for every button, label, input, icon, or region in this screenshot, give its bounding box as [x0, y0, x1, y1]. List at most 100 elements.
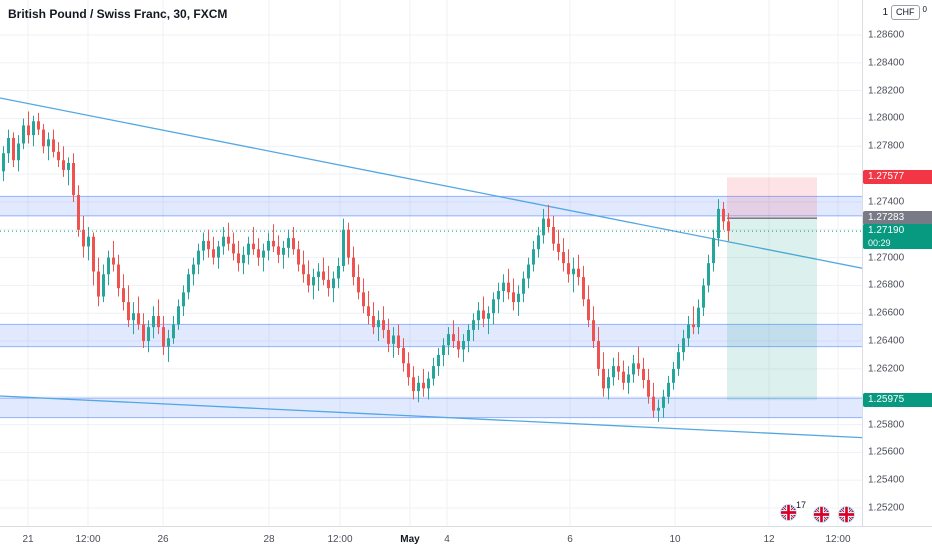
- candle-body: [717, 208, 720, 239]
- price-tick-label: 1.25400: [868, 474, 905, 486]
- gb-flag-icon[interactable]: [838, 506, 855, 523]
- candle-body: [437, 354, 440, 367]
- candle-body: [657, 407, 660, 411]
- candle-body: [562, 252, 565, 264]
- candle-body: [102, 274, 105, 297]
- candle-body: [47, 139, 50, 147]
- candle-body: [327, 279, 330, 289]
- symbol-title: British Pound / Swiss Franc, 30, FXCM: [8, 7, 228, 21]
- time-tick-label: May: [400, 534, 420, 545]
- time-axis[interactable]: 21 12:00 26 28 12:00 May 4 6 10 12 12:00: [0, 526, 932, 550]
- candle-body: [697, 307, 700, 328]
- last-price-value: 1.27190: [868, 225, 905, 237]
- candle-body: [642, 368, 645, 381]
- candle-body: [152, 316, 155, 328]
- candle-body: [337, 265, 340, 279]
- candle-body: [597, 341, 600, 369]
- candle-body: [62, 160, 65, 170]
- candle-body: [57, 151, 60, 161]
- trendline[interactable]: [0, 395, 932, 441]
- candle-body: [92, 236, 95, 272]
- candle-body: [32, 121, 35, 136]
- candle-body: [112, 257, 115, 265]
- last-price-label: 1.27190 00:29: [863, 224, 932, 250]
- candle-body: [257, 249, 260, 258]
- candle-body: [242, 254, 245, 264]
- candle-body: [672, 368, 675, 383]
- candle-body: [537, 235, 540, 250]
- candle-body: [702, 285, 705, 308]
- candle-body: [177, 306, 180, 325]
- candle-body: [467, 329, 470, 342]
- candle-body: [347, 229, 350, 258]
- candle-body: [547, 218, 550, 227]
- candle-body: [667, 382, 670, 397]
- candle-body: [162, 327, 165, 347]
- candle-body: [487, 313, 490, 319]
- price-tick-label: 1.27000: [868, 252, 905, 264]
- price-tick-label: 1.26400: [868, 335, 905, 347]
- entry-price-label: 1.27283: [863, 211, 932, 226]
- axis-header-superscript: 0: [922, 5, 927, 14]
- candle-body: [497, 290, 500, 300]
- candle-body: [262, 250, 265, 258]
- candle-body: [172, 324, 175, 339]
- candle-body: [507, 282, 510, 293]
- gb-flag-icon[interactable]: [813, 506, 830, 523]
- trendline[interactable]: [0, 97, 932, 282]
- candle-body: [517, 293, 520, 303]
- candle-body: [197, 250, 200, 265]
- candle-body: [407, 363, 410, 378]
- candle-body: [417, 382, 420, 392]
- stop-zone: [727, 177, 817, 219]
- candle-body: [682, 338, 685, 353]
- time-tick-label: 4: [444, 534, 450, 545]
- time-tick-label: 12:00: [327, 534, 353, 545]
- candle-body: [567, 263, 570, 275]
- candle-body: [502, 282, 505, 291]
- time-tick-label: 10: [669, 534, 681, 545]
- price-tick-label: 1.26800: [868, 279, 905, 291]
- candle-body: [107, 257, 110, 275]
- candle-body: [352, 257, 355, 278]
- candle-body: [297, 249, 300, 265]
- gb-flag-icon[interactable]: [780, 504, 797, 521]
- candle-body: [7, 137, 10, 154]
- candle-body: [247, 243, 250, 255]
- candle-body: [677, 352, 680, 369]
- short-position-tool[interactable]: [727, 177, 817, 401]
- candle-body: [447, 334, 450, 346]
- price-zone[interactable]: [0, 397, 862, 419]
- candle-body: [592, 320, 595, 342]
- candle-body: [477, 310, 480, 321]
- candle-body: [692, 324, 695, 328]
- candle-body: [557, 243, 560, 253]
- candle-body: [402, 348, 405, 364]
- candle-body: [17, 143, 20, 161]
- candle-body: [472, 320, 475, 330]
- profit-zone: [727, 218, 817, 401]
- candle-body: [392, 335, 395, 344]
- candle-body: [372, 316, 375, 328]
- target-price-label: 1.25975: [863, 393, 932, 408]
- time-tick-label: 12:00: [825, 534, 851, 545]
- candle-body: [492, 299, 495, 314]
- candle-body: [512, 292, 515, 303]
- candle-body: [522, 278, 525, 294]
- candle-body: [607, 377, 610, 389]
- candle-body: [647, 380, 650, 397]
- price-tick-label: 1.27800: [868, 140, 905, 152]
- time-tick-label: 26: [157, 534, 169, 545]
- price-tick-label: 1.28000: [868, 112, 905, 124]
- price-axis-header[interactable]: 1 CHF 0: [882, 5, 927, 20]
- candle-body: [117, 264, 120, 289]
- candle-body: [712, 238, 715, 264]
- candle-body: [2, 153, 5, 172]
- price-axis[interactable]: 1.28600 1.28400 1.28200 1.28000 1.27800 1.274…: [862, 0, 932, 527]
- candle-body: [457, 341, 460, 350]
- candle-body: [722, 208, 725, 222]
- currency-chip[interactable]: CHF: [891, 5, 920, 20]
- candle-body: [387, 329, 390, 344]
- candle-body: [222, 236, 225, 247]
